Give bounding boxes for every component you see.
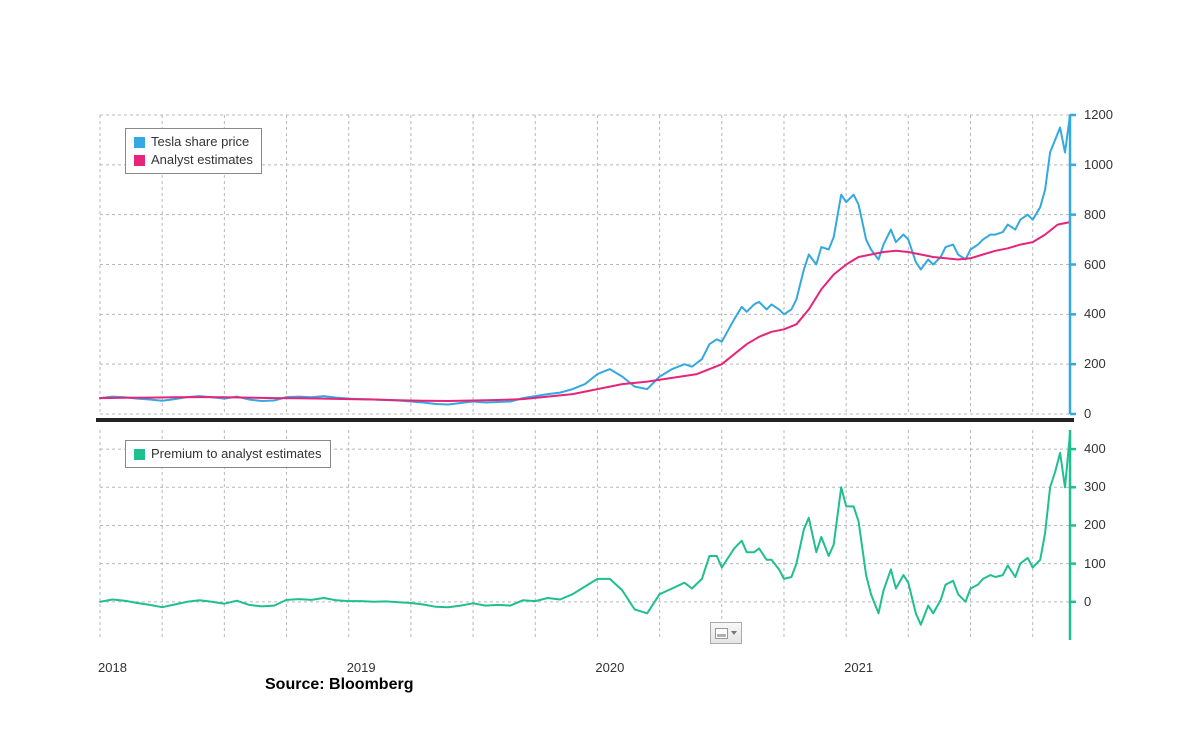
source-text: Source: Bloomberg xyxy=(265,676,413,694)
legend-label: Analyst estimates xyxy=(151,151,253,169)
legend-swatch xyxy=(134,137,145,148)
y-tick-label: 200 xyxy=(1084,356,1106,371)
x-tick-label: 2019 xyxy=(347,660,376,675)
legend-swatch xyxy=(134,449,145,460)
legend-item: Analyst estimates xyxy=(134,151,253,169)
legend-item: Premium to analyst estimates xyxy=(134,445,322,463)
y-tick-label: 300 xyxy=(1084,479,1106,494)
bottom-chart xyxy=(0,0,1200,745)
y-tick-label: 0 xyxy=(1084,406,1091,421)
y-tick-label: 400 xyxy=(1084,306,1106,321)
chart-type-dropdown[interactable] xyxy=(710,622,742,644)
chevron-down-icon xyxy=(731,631,737,635)
y-tick-label: 100 xyxy=(1084,556,1106,571)
legend-swatch xyxy=(134,155,145,166)
x-tick-label: 2018 xyxy=(98,660,127,675)
y-tick-label: 0 xyxy=(1084,594,1091,609)
y-tick-label: 200 xyxy=(1084,517,1106,532)
x-tick-label: 2020 xyxy=(595,660,624,675)
chart-icon xyxy=(715,628,728,639)
bottom-legend: Premium to analyst estimates xyxy=(125,440,331,468)
y-tick-label: 800 xyxy=(1084,207,1106,222)
y-tick-label: 400 xyxy=(1084,441,1106,456)
chart-canvas: 2018 2019 2020 2021 0 200 400 600 800 1000 1200 0… xyxy=(0,0,1200,745)
top-legend: Tesla share priceAnalyst estimates xyxy=(125,128,262,174)
legend-label: Premium to analyst estimates xyxy=(151,445,322,463)
legend-label: Tesla share price xyxy=(151,133,249,151)
legend-item: Tesla share price xyxy=(134,133,253,151)
y-tick-label: 1200 xyxy=(1084,107,1113,122)
x-tick-label: 2021 xyxy=(844,660,873,675)
y-tick-label: 600 xyxy=(1084,257,1106,272)
y-tick-label: 1000 xyxy=(1084,157,1113,172)
